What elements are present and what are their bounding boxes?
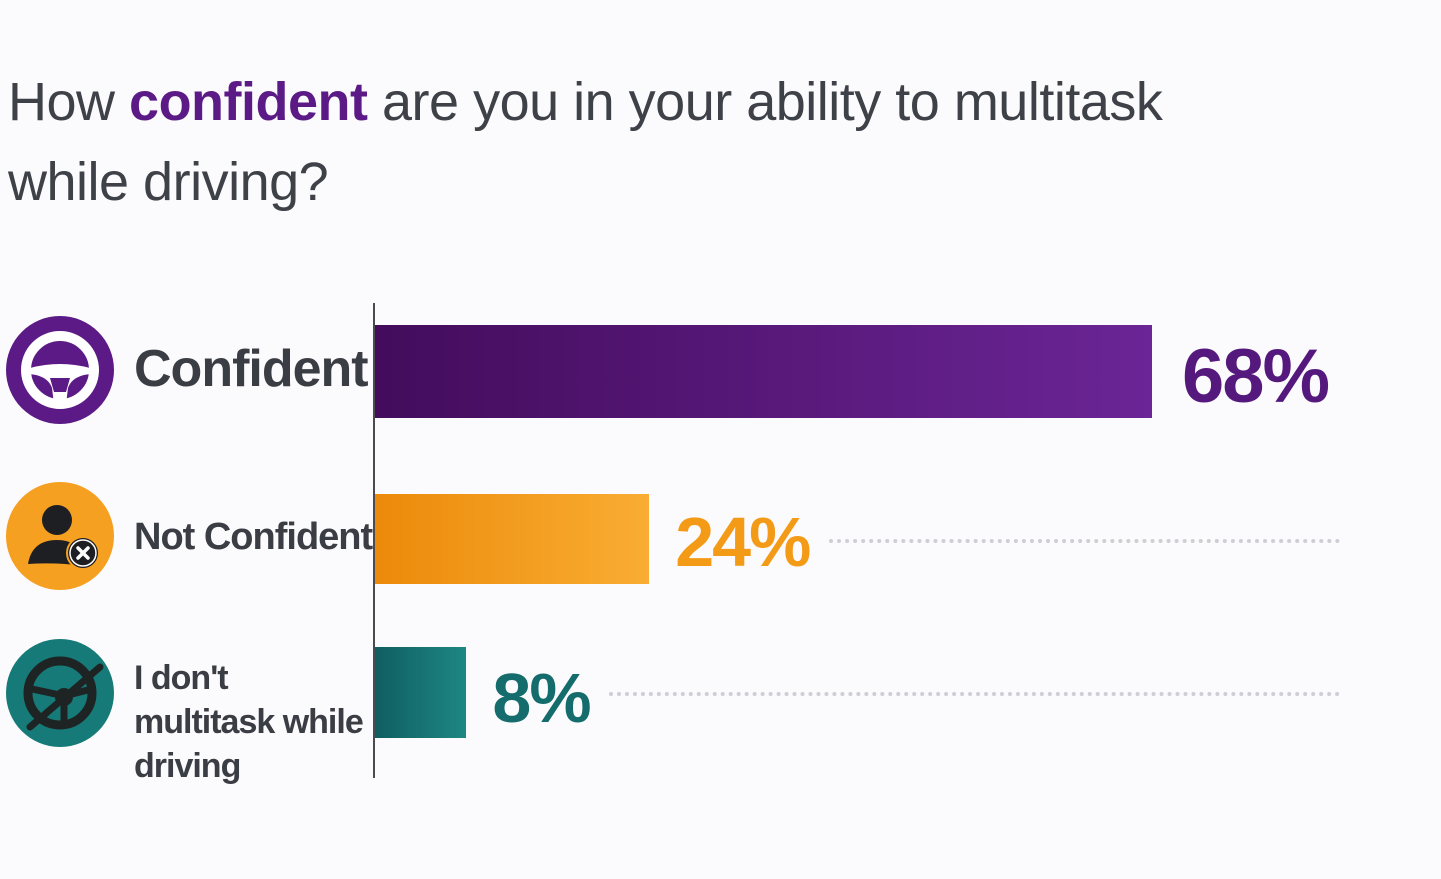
dotted-guide-line [609, 692, 1340, 696]
value-label: 24% [675, 503, 811, 581]
y-axis-line [373, 303, 375, 778]
dotted-guide-line [829, 539, 1340, 543]
category-label: I don't multitask while driving [134, 659, 364, 785]
category-label: Not Confident [134, 516, 373, 558]
bar-confident [375, 325, 1152, 418]
bar-row-not-confident: Not Confident 24% [0, 482, 1441, 592]
title-text-rest: are you in your ability to multitask whi… [8, 72, 1163, 212]
bar-row-confident: Confident 68% [0, 315, 1441, 430]
category-label: Confident [134, 340, 369, 398]
title-text: How [8, 72, 130, 132]
no-steering-wheel-icon [6, 639, 114, 747]
value-label: 68% [1182, 334, 1330, 419]
chart-title: How confident are you in your ability to… [8, 62, 1258, 222]
bar-row-dont-multitask: I don't multitask while driving 8% [0, 638, 1441, 785]
value-label: 8% [492, 659, 591, 737]
steering-wheel-icon [6, 316, 114, 424]
bar-dont-multitask [375, 647, 467, 738]
title-emphasis: confident [129, 72, 368, 132]
user-x-icon [6, 482, 114, 590]
bar-not-confident [375, 494, 650, 584]
